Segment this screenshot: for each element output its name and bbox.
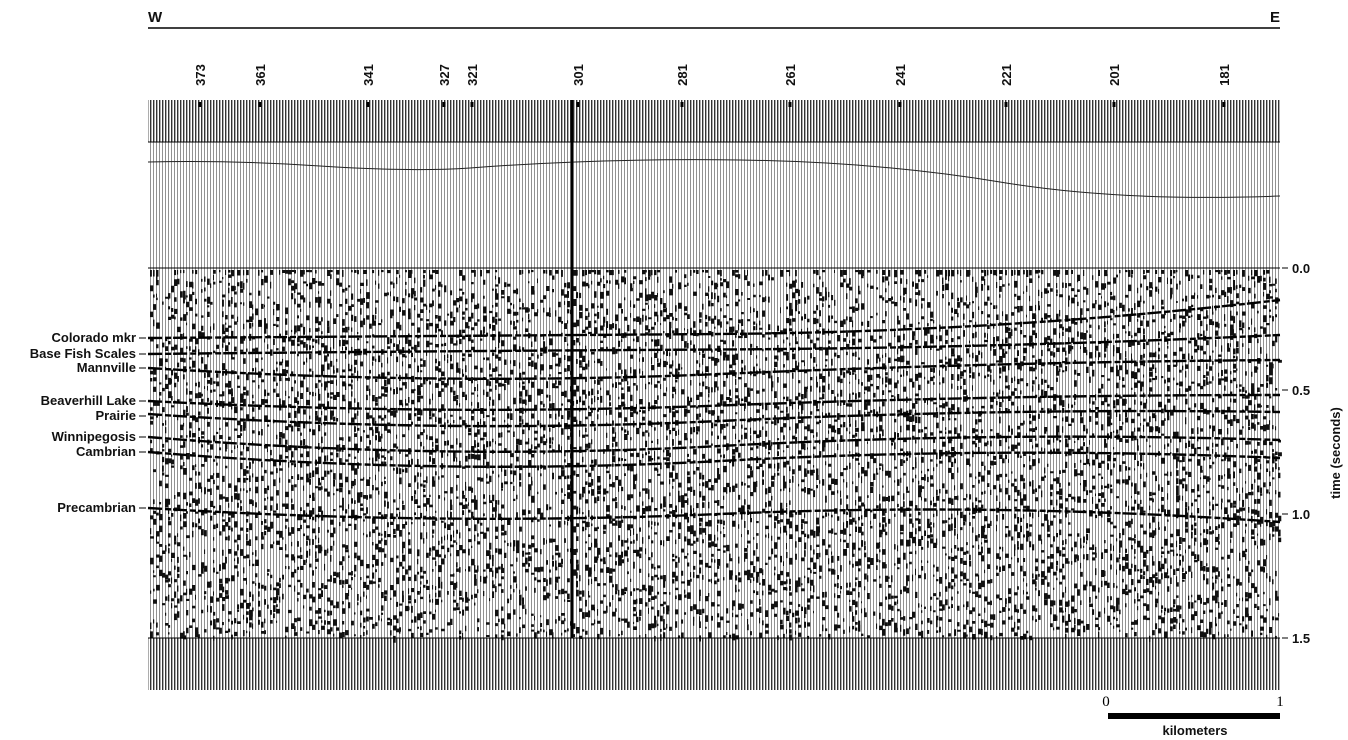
seismic-noise (150, 270, 1282, 643)
shotpoint-tick (576, 102, 580, 107)
shotpoint-tick (258, 102, 262, 107)
static-traces (148, 142, 1280, 268)
shotpoint-label: 301 (571, 64, 586, 86)
time-tick-label: 1.5 (1292, 631, 1310, 646)
scale-unit: kilometers (1162, 723, 1227, 738)
reflector (147, 358, 1281, 380)
reflector (147, 506, 1281, 524)
time-tick-label: 1.0 (1292, 507, 1310, 522)
reflector (147, 298, 1281, 340)
horizon-label: Base Fish Scales (30, 346, 136, 361)
shotpoint-tick (442, 102, 446, 107)
scale-start: 0 (1102, 694, 1110, 710)
shotpoint-tick (680, 102, 684, 107)
scale-end: 1 (1276, 694, 1284, 710)
shotpoint-tick (1222, 102, 1226, 107)
shotpoint-label: 261 (783, 64, 798, 86)
shotpoint-tick (198, 102, 202, 107)
datum-line (147, 159, 1281, 198)
time-tick-label: 0.5 (1292, 383, 1310, 398)
shotpoint-label: 181 (1217, 64, 1232, 86)
horizon-label: Precambrian (57, 500, 136, 515)
header-traces (148, 100, 1280, 142)
horizon-label: Winnipegosis (52, 429, 136, 444)
scale-bar (1108, 713, 1280, 719)
shotpoint-tick (898, 102, 902, 107)
east-label: E (1270, 9, 1280, 26)
shotpoint-label: 201 (1107, 64, 1122, 86)
shotpoint-label: 341 (361, 64, 376, 86)
shotpoint-label: 361 (253, 64, 268, 86)
reflector (147, 393, 1281, 412)
shotpoint-tick (788, 102, 792, 107)
horizon-label: Cambrian (76, 444, 136, 459)
shotpoint-label: 373 (193, 64, 208, 86)
shotpoint-tick (1112, 102, 1116, 107)
time-tick-label: 0.0 (1292, 261, 1310, 276)
horizon-label: Beaverhill Lake (41, 393, 136, 408)
horizon-label: Colorado mkr (51, 330, 136, 345)
footer-traces (148, 638, 1280, 690)
shotpoint-tick (470, 102, 474, 107)
west-label: W (148, 9, 163, 26)
shotpoint-label: 321 (465, 64, 480, 86)
shotpoint-tick (366, 102, 370, 107)
reflector (147, 435, 1281, 453)
shotpoint-tick (1004, 102, 1008, 107)
reflector (147, 450, 1281, 468)
shotpoint-label: 221 (999, 64, 1014, 86)
shotpoint-label: 281 (675, 64, 690, 86)
reflector (147, 409, 1281, 428)
time-axis-title: time (seconds) (1328, 407, 1343, 499)
reflector (147, 333, 1281, 356)
shotpoint-label: 241 (893, 64, 908, 86)
shotpoint-label: 327 (437, 64, 452, 86)
horizon-label: Prairie (96, 408, 136, 423)
horizon-label: Mannville (77, 360, 136, 375)
